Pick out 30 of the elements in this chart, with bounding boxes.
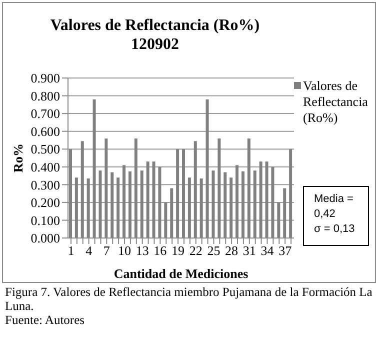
x-tick-label: 4 <box>86 243 93 258</box>
y-tick-label: 0.800 <box>30 88 60 104</box>
x-tick-label: 28 <box>225 243 238 258</box>
x-tick-label: 34 <box>260 243 274 258</box>
y-tick-label: 0.000 <box>30 230 60 246</box>
y-tick-label: 0.900 <box>30 70 60 86</box>
x-tick-label: 7 <box>103 243 110 258</box>
x-tick-label: 1 <box>68 243 74 258</box>
y-tick-label: 0.400 <box>30 160 60 175</box>
text: Figura 7. Valores de Reflectancia miembro Pujamana de la Formación La Luna. <box>5 285 374 313</box>
x-tick-label: 16 <box>154 243 168 258</box>
x-tick-label: 19 <box>172 243 185 258</box>
source-note: Fuente: Autores <box>5 313 86 327</box>
x-tick-label: 25 <box>207 243 220 258</box>
y-tick-label: 0.300 <box>30 177 60 192</box>
text: Media = 0,42 σ = 0,13 <box>303 186 369 246</box>
x-axis-title: Cantidad de Mediciones <box>114 266 248 281</box>
x-tick-label: 13 <box>136 243 149 258</box>
y-tick-label: 0.100 <box>30 212 60 228</box>
x-tick-label: 31 <box>242 243 256 258</box>
y-tick-label: 0.700 <box>30 106 60 122</box>
y-tick-label: 0.200 <box>30 195 60 210</box>
x-tick-label: 10 <box>118 243 131 258</box>
y-tick-label: 0.600 <box>30 124 60 139</box>
y-axis-title: Ro% <box>10 144 26 172</box>
chart-title: Valores de Reflectancia (Ro%) 120902 <box>49 16 261 54</box>
x-tick-label: 37 <box>278 243 292 258</box>
legend-label: Valores de Reflectancia (Ro%) <box>303 78 369 126</box>
y-tick-label: 0.500 <box>30 142 60 157</box>
x-tick-label: 22 <box>189 243 202 258</box>
